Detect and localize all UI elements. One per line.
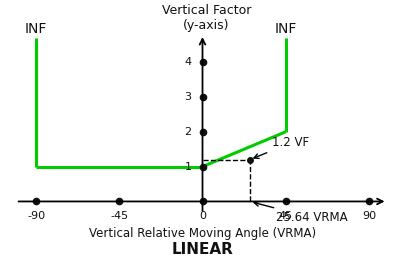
Text: 25.64 VRMA: 25.64 VRMA [254,201,347,224]
Text: 2: 2 [184,127,192,137]
Text: 1: 1 [184,162,192,172]
Text: 4: 4 [184,57,192,67]
Text: Vertical Relative Moving Angle (VRMA): Vertical Relative Moving Angle (VRMA) [89,227,316,240]
Text: 45: 45 [279,211,293,221]
Text: Vertical Factor
(y-axis): Vertical Factor (y-axis) [162,4,251,32]
Text: 1.2 VF: 1.2 VF [254,137,309,158]
Text: -90: -90 [27,211,45,221]
Text: 90: 90 [362,211,376,221]
Text: -45: -45 [110,211,128,221]
Text: INF: INF [25,22,47,36]
Text: 3: 3 [184,92,192,102]
Text: INF: INF [275,22,297,36]
Text: LINEAR: LINEAR [172,241,233,257]
Text: 0: 0 [199,211,206,221]
